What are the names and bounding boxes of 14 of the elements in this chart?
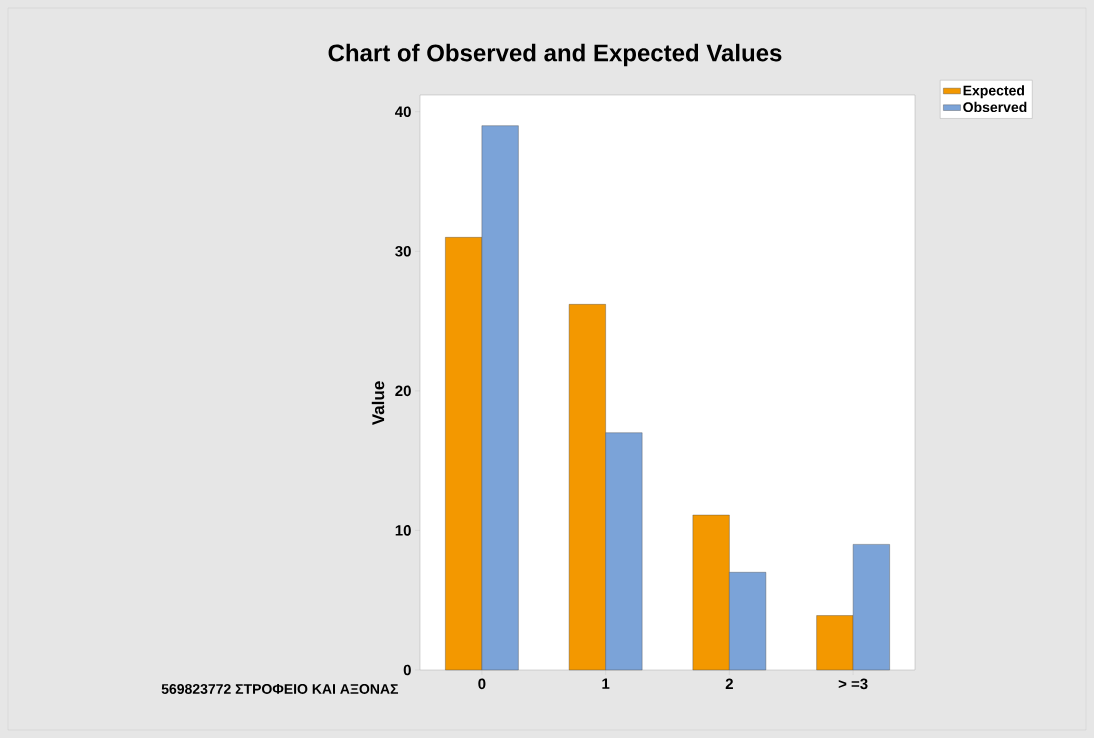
x-tick-label: 1	[602, 678, 610, 689]
legend-label: Observed	[963, 101, 1027, 113]
x-axis-title: 569823772 ΣΤΡΟΦΕΙΟ ΚΑΙ ΑΞΟΝΑΣ	[161, 684, 399, 694]
y-tick-label: 20	[395, 385, 411, 397]
x-tick-label: > =3	[838, 678, 868, 690]
chart-title: Chart of Observed and Expected Values	[328, 43, 782, 67]
y-tick-label: 10	[395, 525, 411, 536]
x-tick-label: 0	[478, 678, 486, 690]
y-tick-label: 40	[395, 106, 411, 118]
y-tick-label: 0	[403, 664, 411, 676]
legend-label: Expected	[963, 85, 1024, 99]
y-axis-title: Value	[371, 381, 385, 426]
y-tick-label: 30	[395, 245, 411, 257]
x-tick-label: 2	[725, 678, 733, 689]
